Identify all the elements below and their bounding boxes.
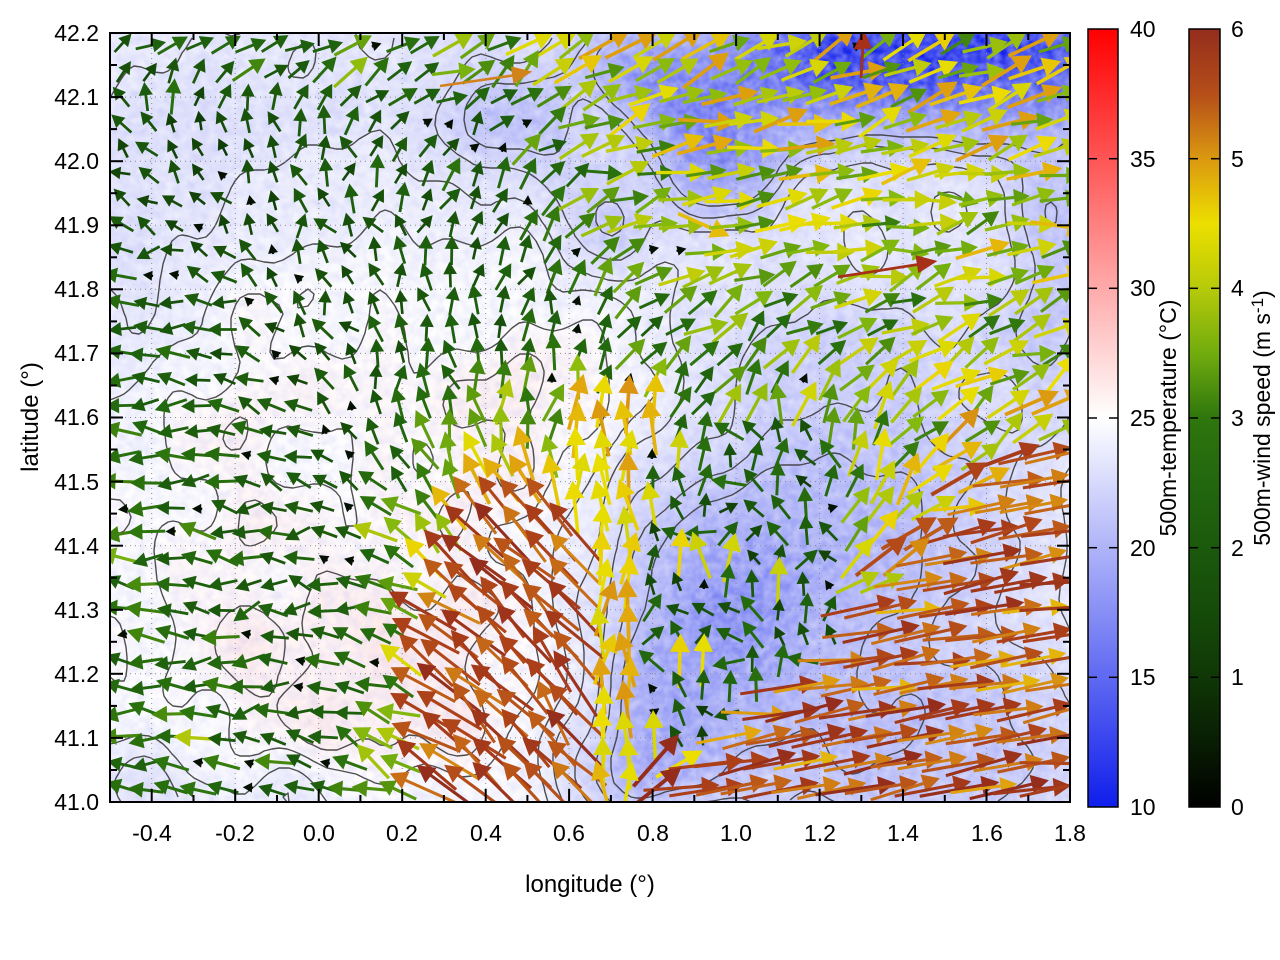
svg-text:42.2: 42.2 [54,20,99,46]
svg-text:41.0: 41.0 [54,789,99,815]
svg-text:0.0: 0.0 [303,820,335,846]
svg-text:-0.4: -0.4 [132,820,172,846]
svg-text:10: 10 [1130,794,1156,820]
svg-text:41.1: 41.1 [54,725,99,751]
svg-text:41.6: 41.6 [54,404,99,430]
svg-text:1: 1 [1231,664,1244,690]
svg-text:0: 0 [1231,794,1244,820]
svg-text:0.2: 0.2 [386,820,418,846]
svg-text:0.6: 0.6 [553,820,585,846]
svg-text:2: 2 [1231,535,1244,561]
svg-text:5: 5 [1231,146,1244,172]
svg-text:42.1: 42.1 [54,84,99,110]
svg-text:41.8: 41.8 [54,276,99,302]
svg-text:longitude (°): longitude (°) [525,871,655,898]
svg-text:latitude (°): latitude (°) [17,362,44,472]
svg-text:1.2: 1.2 [804,820,836,846]
svg-text:25: 25 [1130,405,1156,431]
svg-text:41.4: 41.4 [54,533,99,559]
svg-text:3: 3 [1231,405,1244,431]
svg-text:41.7: 41.7 [54,340,99,366]
svg-text:1.6: 1.6 [971,820,1003,846]
svg-text:40: 40 [1130,16,1156,42]
svg-text:500m-wind speed (m s-1): 500m-wind speed (m s-1) [1248,290,1275,545]
svg-text:0.4: 0.4 [470,820,502,846]
svg-text:20: 20 [1130,535,1156,561]
svg-text:41.9: 41.9 [54,212,99,238]
svg-text:41.5: 41.5 [54,469,99,495]
svg-text:35: 35 [1130,146,1156,172]
svg-text:42.0: 42.0 [54,148,99,174]
svg-text:500m-temperature (°C): 500m-temperature (°C) [1155,300,1181,537]
svg-text:1.0: 1.0 [720,820,752,846]
svg-text:30: 30 [1130,275,1156,301]
svg-text:1.8: 1.8 [1054,820,1086,846]
svg-text:4: 4 [1231,275,1244,301]
svg-text:15: 15 [1130,664,1156,690]
svg-text:-0.2: -0.2 [215,820,255,846]
svg-text:1.4: 1.4 [887,820,919,846]
svg-text:41.3: 41.3 [54,597,99,623]
svg-text:0.8: 0.8 [637,820,669,846]
svg-text:41.2: 41.2 [54,661,99,687]
svg-text:6: 6 [1231,16,1244,42]
